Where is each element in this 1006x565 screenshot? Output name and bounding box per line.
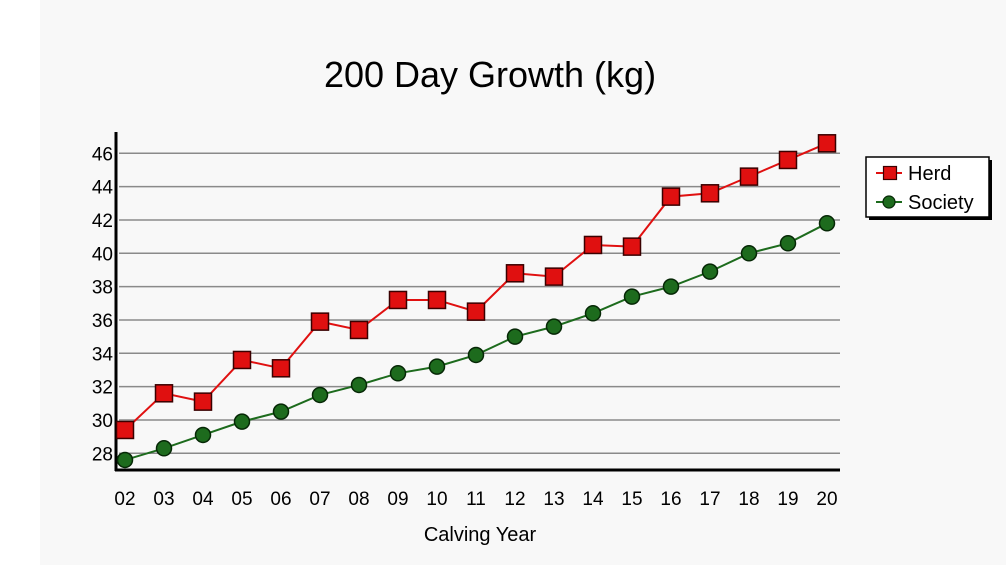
data-point-society bbox=[779, 235, 797, 252]
x-tick-label: 05 bbox=[231, 489, 252, 510]
data-point-herd bbox=[271, 359, 291, 378]
data-point-herd bbox=[154, 384, 174, 403]
data-point-herd bbox=[232, 350, 252, 370]
y-tick-label: 40 bbox=[92, 244, 113, 265]
x-tick-label: 13 bbox=[543, 489, 564, 510]
x-tick-label: 04 bbox=[192, 489, 214, 510]
data-point-society bbox=[701, 263, 719, 280]
y-tick-label: 38 bbox=[92, 278, 113, 299]
data-point-herd bbox=[427, 290, 447, 310]
x-tick-label: 14 bbox=[582, 489, 604, 510]
data-point-herd bbox=[310, 312, 330, 331]
y-tick-label: 34 bbox=[92, 344, 114, 365]
legend-swatch-society bbox=[882, 195, 896, 209]
data-point-herd bbox=[817, 134, 837, 153]
data-point-herd bbox=[388, 290, 408, 310]
y-tick-label: 46 bbox=[92, 144, 113, 165]
data-point-herd bbox=[544, 267, 564, 286]
data-point-herd bbox=[739, 167, 759, 186]
data-point-herd bbox=[466, 302, 486, 321]
x-tick-label: 09 bbox=[387, 489, 408, 510]
x-tick-label: 20 bbox=[816, 489, 837, 510]
data-point-herd bbox=[115, 420, 135, 440]
chart: 200 Day Growth (kg) 28 30 32 34 36 38 40 42 44 46 0… bbox=[40, 54, 992, 546]
x-tick-label: 07 bbox=[309, 489, 330, 510]
x-tick-label: 16 bbox=[660, 489, 681, 510]
chart-panel: 200 Day Growth (kg) 28 30 32 34 36 38 40 42 44 46 0… bbox=[40, 0, 1006, 565]
data-point-society bbox=[584, 305, 602, 322]
data-point-society bbox=[428, 358, 446, 375]
data-point-society bbox=[662, 278, 680, 295]
x-tick-label: 03 bbox=[153, 489, 174, 510]
data-point-society bbox=[623, 288, 641, 305]
x-tick-label: 17 bbox=[699, 489, 720, 510]
data-point-society bbox=[194, 426, 212, 444]
data-point-herd bbox=[661, 187, 681, 206]
x-tick-label: 15 bbox=[621, 489, 642, 510]
x-tick-label: 08 bbox=[348, 489, 369, 510]
x-tick-label: 18 bbox=[738, 489, 759, 510]
y-tick-label: 30 bbox=[92, 411, 113, 432]
data-point-society bbox=[740, 245, 758, 262]
x-tick-label: 06 bbox=[270, 489, 291, 510]
data-point-society bbox=[389, 365, 407, 382]
y-tick-label: 32 bbox=[92, 378, 113, 399]
data-point-society bbox=[311, 386, 329, 404]
x-tick-label: 19 bbox=[777, 489, 798, 510]
data-point-society bbox=[818, 215, 836, 232]
data-point-society bbox=[467, 346, 485, 364]
y-tick-label: 28 bbox=[92, 444, 113, 465]
data-point-society bbox=[545, 318, 563, 335]
y-tick-label: 36 bbox=[92, 311, 113, 332]
data-point-society bbox=[116, 451, 134, 469]
series-line-society bbox=[124, 222, 828, 461]
data-point-herd bbox=[622, 237, 642, 256]
data-point-herd bbox=[700, 184, 720, 203]
y-tick-label: 44 bbox=[92, 178, 114, 199]
x-tick-label: 12 bbox=[504, 489, 525, 510]
x-tick-label: 11 bbox=[466, 489, 486, 510]
data-point-herd bbox=[349, 320, 369, 340]
data-point-society bbox=[233, 413, 251, 430]
x-tick-label: 10 bbox=[426, 489, 447, 510]
data-point-herd bbox=[505, 264, 525, 283]
data-point-society bbox=[155, 440, 173, 457]
data-point-herd bbox=[778, 150, 798, 170]
x-axis-title: Calving Year bbox=[424, 524, 537, 546]
data-point-society bbox=[272, 403, 290, 420]
data-point-society bbox=[506, 328, 524, 345]
data-point-society bbox=[350, 376, 368, 394]
legend-label-society: Society bbox=[908, 192, 974, 214]
legend-swatch-herd bbox=[882, 165, 898, 181]
legend: Herd Society bbox=[865, 156, 992, 220]
legend-label-herd: Herd bbox=[908, 163, 951, 185]
data-point-herd bbox=[583, 235, 603, 255]
y-tick-label: 42 bbox=[92, 211, 113, 232]
data-point-herd bbox=[193, 392, 213, 411]
chart-title: 200 Day Growth (kg) bbox=[324, 54, 656, 95]
x-tick-label: 02 bbox=[114, 489, 135, 510]
